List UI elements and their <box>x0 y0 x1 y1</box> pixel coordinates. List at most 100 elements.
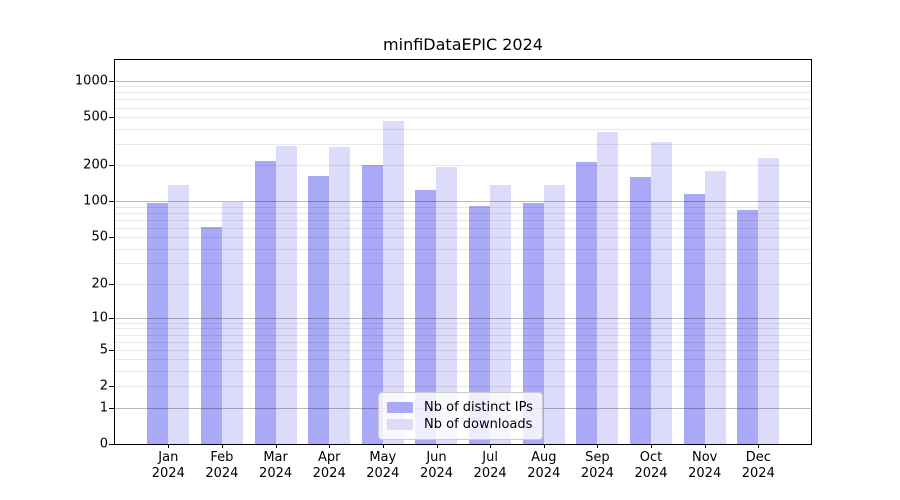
x-tick-label-oct: Oct 2024 <box>634 450 667 482</box>
y-tick-label-10: 10 <box>91 310 108 326</box>
x-axis-tick <box>490 444 492 448</box>
y-axis-tick <box>109 201 114 203</box>
x-tick-month: Apr <box>317 450 341 465</box>
bar-nb-of-downloads-aug <box>543 184 565 444</box>
y-tick-label-1: 1 <box>99 400 108 415</box>
legend-label-downloads: Nb of downloads <box>424 417 533 432</box>
x-tick-label-jan: Jan 2024 <box>152 450 185 482</box>
x-axis-tick <box>275 444 277 448</box>
bar-nb-of-distinct-ips-dec <box>737 210 759 444</box>
x-tick-year: 2024 <box>205 466 239 481</box>
minor-gridline <box>115 165 811 167</box>
bar-nb-of-downloads-jan <box>168 184 190 444</box>
bar-nb-of-downloads-feb <box>221 202 243 444</box>
x-tick-month: Feb <box>210 450 234 465</box>
x-tick-label-dec: Dec 2024 <box>742 450 775 482</box>
x-tick-label-jul: Jul 2024 <box>474 450 507 482</box>
bar-nb-of-distinct-ips-apr <box>308 175 330 444</box>
x-tick-label-jun: Jun 2024 <box>420 450 453 482</box>
bar-nb-of-downloads-jun <box>436 167 458 444</box>
bar-nb-of-distinct-ips-may <box>361 165 383 444</box>
legend-swatch-distinct-ips <box>387 402 413 413</box>
x-tick-year: 2024 <box>527 466 561 481</box>
bar-nb-of-distinct-ips-aug <box>522 202 544 444</box>
x-axis-tick <box>382 444 384 448</box>
legend-item-distinct-ips: Nb of distinct IPs <box>387 399 533 416</box>
major-gridline <box>115 80 811 82</box>
x-tick-month: Jan <box>158 450 179 465</box>
x-tick-year: 2024 <box>366 466 400 481</box>
x-axis-tick <box>543 444 545 448</box>
bar-nb-of-distinct-ips-sep <box>576 162 598 444</box>
x-tick-month: Mar <box>263 450 288 465</box>
minor-gridline <box>115 227 811 229</box>
y-axis-tick <box>109 237 114 239</box>
x-tick-year: 2024 <box>419 466 454 481</box>
x-tick-month: Dec <box>745 450 771 465</box>
bar-nb-of-distinct-ips-feb <box>200 226 222 444</box>
bar-nb-of-downloads-oct <box>651 142 673 444</box>
x-tick-label-may: May 2024 <box>366 450 399 482</box>
legend-label-distinct-ips: Nb of distinct IPs <box>424 400 533 415</box>
x-tick-year: 2024 <box>634 466 668 481</box>
y-axis-tick <box>109 386 114 388</box>
x-tick-label-nov: Nov 2024 <box>688 450 721 482</box>
x-tick-month: Sep <box>585 450 610 465</box>
y-tick-label-100: 100 <box>83 193 108 209</box>
bar-nb-of-downloads-mar <box>275 145 297 444</box>
minor-gridline <box>115 237 811 239</box>
x-tick-month: Jun <box>426 450 447 465</box>
bar-nb-of-distinct-ips-oct <box>630 177 652 444</box>
x-axis-tick <box>597 444 599 448</box>
x-axis-tick <box>329 444 331 448</box>
y-tick-label-1000: 1000 <box>74 73 108 89</box>
minor-gridline <box>115 99 811 101</box>
x-tick-label-mar: Mar 2024 <box>259 450 292 482</box>
x-axis-tick <box>651 444 652 448</box>
x-tick-label-sep: Sep 2024 <box>581 450 614 482</box>
minor-gridline <box>115 359 811 361</box>
minor-gridline <box>115 322 811 324</box>
bar-nb-of-distinct-ips-jun <box>415 190 437 444</box>
bar-nb-of-distinct-ips-jan <box>147 202 169 444</box>
y-axis-tick <box>109 165 114 167</box>
y-tick-label-5: 5 <box>99 342 108 358</box>
y-tick-label-0: 0 <box>99 436 108 452</box>
minor-gridline <box>115 328 811 330</box>
x-tick-year: 2024 <box>151 466 185 481</box>
x-axis-tick <box>704 444 706 448</box>
bar-nb-of-downloads-may <box>382 120 404 444</box>
x-tick-year: 2024 <box>473 466 507 481</box>
bar-nb-of-distinct-ips-mar <box>254 161 276 444</box>
bar-nb-of-distinct-ips-nov <box>683 193 705 444</box>
x-tick-label-feb: Feb 2024 <box>205 450 238 482</box>
x-axis-tick <box>436 444 438 448</box>
bar-nb-of-downloads-jul <box>490 184 512 444</box>
x-tick-year: 2024 <box>312 466 346 481</box>
plot-area <box>114 59 812 445</box>
x-tick-year: 2024 <box>741 466 775 481</box>
major-gridline <box>115 317 811 319</box>
chart-title: minfiDataEPIC 2024 <box>383 35 543 54</box>
y-axis-tick <box>109 444 114 445</box>
minor-gridline <box>115 128 811 130</box>
minor-gridline <box>115 371 811 373</box>
bar-nb-of-downloads-sep <box>597 132 619 444</box>
x-axis-tick <box>221 444 223 448</box>
x-tick-month: Aug <box>531 450 557 465</box>
minor-gridline <box>115 212 811 214</box>
x-tick-year: 2024 <box>580 466 614 481</box>
y-axis-tick <box>109 349 114 351</box>
y-axis-tick <box>109 407 114 409</box>
bar-nb-of-downloads-nov <box>704 170 726 444</box>
minor-gridline <box>115 92 811 94</box>
minor-gridline <box>115 219 811 221</box>
y-axis-tick <box>109 317 114 319</box>
x-tick-month: Oct <box>639 450 663 465</box>
minor-gridline <box>115 283 811 285</box>
minor-gridline <box>115 86 811 88</box>
x-tick-month: Jul <box>482 450 498 465</box>
x-tick-year: 2024 <box>688 466 722 481</box>
minor-gridline <box>115 248 811 250</box>
